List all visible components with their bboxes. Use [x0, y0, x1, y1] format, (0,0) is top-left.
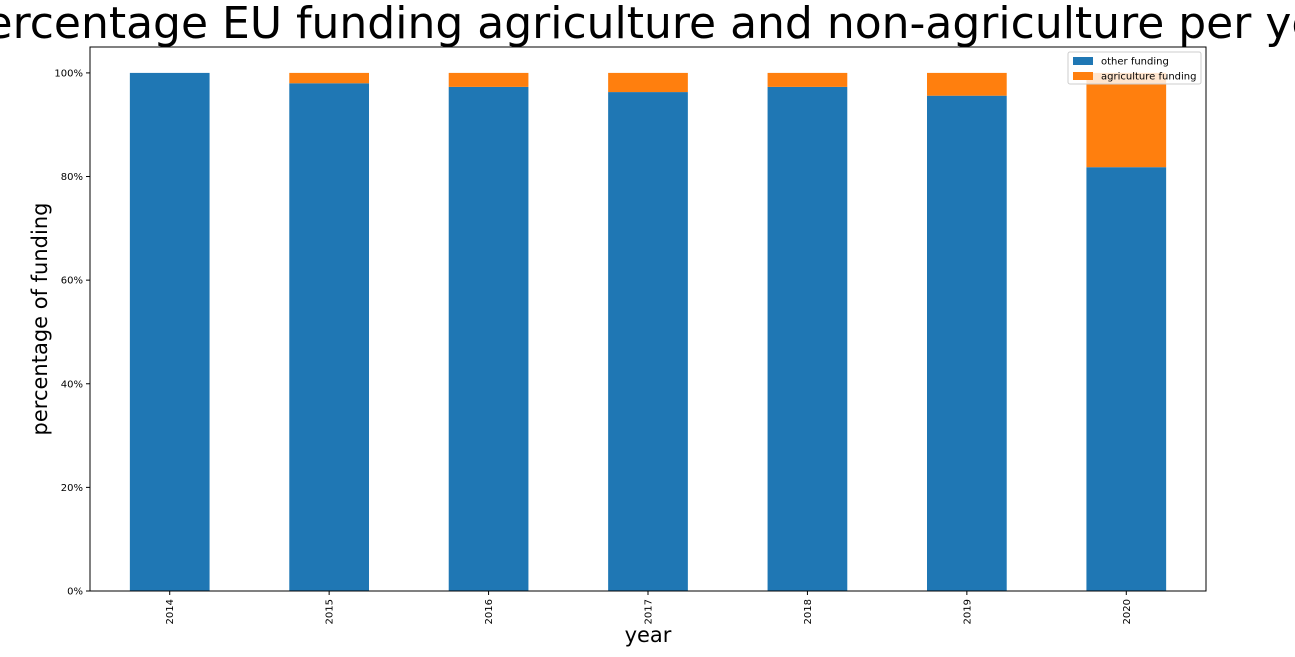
x-tick-label: 2020	[1122, 599, 1133, 624]
legend-swatch	[1073, 57, 1093, 65]
chart-title: Percentage EU funding agriculture and no…	[0, 0, 1295, 49]
legend-label: other funding	[1101, 57, 1169, 68]
bar-other-2017	[608, 92, 688, 592]
y-tick-label: 60%	[61, 276, 83, 287]
bar-other-2016	[448, 86, 529, 591]
x-tick-label: 2018	[803, 599, 814, 624]
bar-agriculture-2018	[767, 72, 848, 87]
x-tick-label: 2019	[962, 599, 973, 624]
y-axis-label: percentage of funding	[28, 203, 52, 436]
bar-other-2014	[129, 72, 210, 591]
bar-other-2015	[289, 83, 369, 592]
y-tick-label: 0%	[67, 587, 83, 598]
plot-frame	[89, 46, 1207, 592]
y-tick-label: 40%	[61, 379, 83, 390]
x-tick-label: 2016	[484, 599, 495, 624]
bar-other-2020	[1086, 167, 1167, 591]
bar-agriculture-2015	[289, 72, 369, 84]
x-tick-label: 2015	[325, 599, 336, 624]
plot-area: 2014 2015 2016 2017 2018 2019 2020 0% 20% 40% 60% 8…	[54, 46, 1207, 624]
bar-agriculture-2017	[608, 72, 688, 93]
legend-swatch	[1073, 72, 1093, 80]
bar-other-2019	[927, 95, 1007, 591]
legend-label: agriculture funding	[1101, 72, 1196, 83]
bar-agriculture-2016	[448, 72, 529, 87]
x-tick-label: 2017	[644, 599, 655, 624]
legend: other funding agriculture funding	[1067, 51, 1202, 85]
bar-agriculture-2019	[927, 72, 1007, 96]
bar-other-2018	[767, 86, 848, 591]
y-tick-label: 80%	[61, 172, 83, 183]
y-tick-label: 20%	[61, 483, 83, 494]
legend-box	[1067, 51, 1202, 85]
bar-agriculture-2020	[1086, 72, 1167, 168]
y-tick-label: 100%	[54, 68, 83, 79]
x-axis-label: year	[625, 623, 672, 647]
x-tick-label: 2014	[165, 599, 176, 624]
